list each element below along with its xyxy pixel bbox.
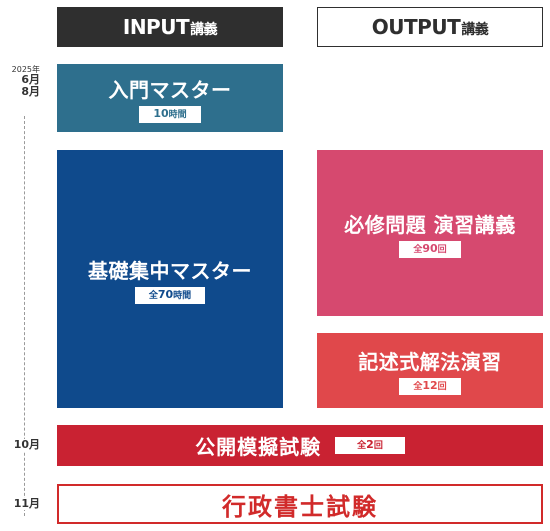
essay-method-count-num: 12 [422,379,438,392]
intro-master-hours-badge: 10時間 [139,105,201,123]
must-practice-prefix: 全 [413,244,423,255]
output-header-sub: 講義 [461,22,489,38]
timeline-exam-month: 11月 [13,497,40,510]
timeline-year: 2025年 [11,65,40,74]
input-lecture-header: INPUT 講義 [57,7,283,47]
must-practice-title: 必修問題 演習講義 [344,212,516,237]
timeline-label-exam: 11月 [0,498,40,510]
basic-master-hours-unit: 時間 [173,290,192,301]
intro-master-hours-unit: 時間 [168,109,187,120]
must-practice-count-unit: 回 [437,244,447,255]
output-lecture-header: OUTPUT 講義 [317,7,543,47]
mock-exam-prefix: 全 [357,441,367,451]
mock-exam-count-num: 2 [366,438,374,451]
timeline-end-month: 8月 [21,84,40,98]
timeline-start-month: 6月 [21,73,40,87]
timeline-mock-month: 10月 [13,438,40,451]
scrivener-exam-title: 行政書士試験 [222,492,378,521]
output-header-main: OUTPUT [371,15,461,39]
basic-master-prefix: 全 [148,290,158,301]
essay-method-count-unit: 回 [437,382,447,392]
timeline-label-mock: 10月 [0,439,40,451]
must-practice-count-badge: 全90回 [399,240,461,258]
mock-exam-block: 公開模擬試験 全2回 [57,425,543,466]
input-header-sub: 講義 [190,22,218,38]
essay-method-prefix: 全 [413,382,423,392]
scrivener-exam-block: 行政書士試験 [57,484,543,524]
timeline-line [24,116,25,516]
must-practice-count-num: 90 [422,241,438,255]
basic-master-hours-num: 70 [157,287,174,301]
input-header-main: INPUT [122,15,190,39]
must-practice-block: 必修問題 演習講義 全90回 [317,150,543,316]
basic-master-title: 基礎集中マスター [88,258,252,283]
mock-exam-count-unit: 回 [373,441,383,451]
essay-method-block: 記述式解法演習 全12回 [317,333,543,408]
mock-exam-title: 公開模擬試験 [195,435,322,459]
mock-exam-count-badge: 全2回 [335,437,405,454]
basic-master-hours-badge: 全70時間 [134,286,206,304]
timeline-label-start: 2025年 6月 8月 [0,65,40,98]
intro-master-hours-num: 10 [153,106,169,120]
basic-master-block: 基礎集中マスター 全70時間 [57,150,283,408]
essay-method-title: 記述式解法演習 [358,350,502,374]
essay-method-count-badge: 全12回 [399,378,461,395]
intro-master-block: 入門マスター 10時間 [57,64,283,132]
intro-master-title: 入門マスター [108,77,232,102]
